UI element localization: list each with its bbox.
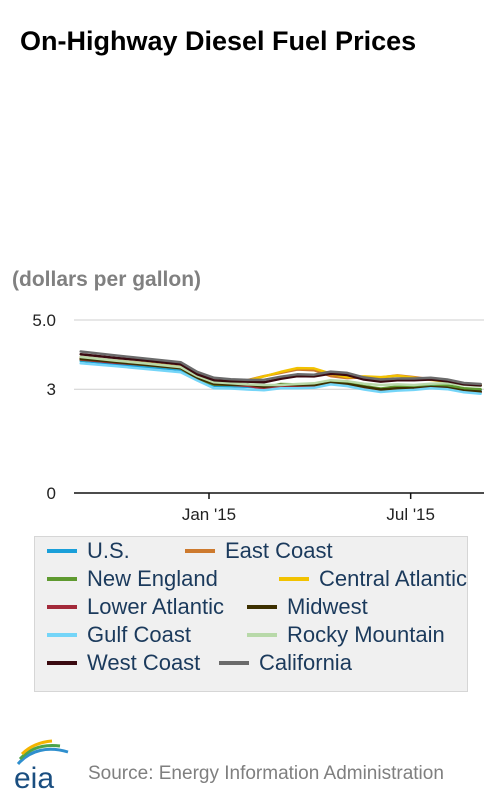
legend-swatch (47, 661, 77, 665)
y-tick-label: 3 (47, 380, 56, 399)
legend-swatch (47, 577, 77, 581)
axis-layer: 0 3 5.0 Jan '15 Jul '15 (32, 311, 484, 524)
series-line-rocky-mountain (79, 355, 482, 388)
legend-label: Lower Atlantic (87, 594, 224, 619)
legend-item-gulf-coast: Gulf Coast (47, 621, 191, 649)
chart-title: On-Highway Diesel Fuel Prices (20, 26, 417, 56)
legend-item-lower-atlantic: Lower Atlantic (47, 593, 224, 621)
eia-logo-text: eia (14, 762, 54, 794)
legend: U.S. East Coast New England Central Atlanti… (34, 536, 468, 692)
legend-label: Central Atlantic (319, 566, 467, 591)
source-note: Source: Energy Information Administratio… (88, 763, 444, 784)
x-tick-label: Jan '15 (182, 505, 236, 524)
legend-swatch (279, 577, 309, 581)
legend-swatch (185, 549, 215, 553)
series-layer (79, 350, 482, 395)
legend-swatch (47, 633, 77, 637)
legend-label: Gulf Coast (87, 622, 191, 647)
eia-logo: eia (14, 739, 69, 794)
series-line-west-coast (79, 353, 482, 387)
legend-swatch (247, 605, 277, 609)
legend-item-midwest: Midwest (247, 593, 368, 621)
legend-item-california: California (219, 649, 352, 677)
legend-label: California (259, 650, 352, 675)
legend-item-new-england: New England (47, 565, 218, 593)
legend-item-u-s: U.S. (47, 537, 130, 565)
y-tick-label: 5.0 (32, 311, 56, 330)
legend-item-rocky-mountain: Rocky Mountain (247, 621, 445, 649)
series-line-california (79, 350, 482, 386)
series-line-midwest (79, 357, 482, 393)
legend-swatch (247, 633, 277, 637)
legend-label: Midwest (287, 594, 368, 619)
x-tick-label: Jul '15 (386, 505, 435, 524)
legend-label: West Coast (87, 650, 201, 675)
legend-item-east-coast: East Coast (185, 537, 333, 565)
legend-label: East Coast (225, 538, 333, 563)
legend-swatch (47, 605, 77, 609)
y-tick-label: 0 (47, 484, 56, 503)
series-line-gulf-coast (79, 362, 482, 395)
legend-label: New England (87, 566, 218, 591)
legend-swatch (219, 661, 249, 665)
legend-label: U.S. (87, 538, 130, 563)
legend-item-west-coast: West Coast (47, 649, 200, 677)
legend-label: Rocky Mountain (287, 622, 445, 647)
legend-swatch (47, 549, 77, 553)
units-label: (dollars per gallon) (12, 268, 202, 291)
line-chart: 0 3 5.0 Jan '15 Jul '15 (32, 311, 484, 524)
legend-item-central-atlantic: Central Atlantic (279, 565, 467, 593)
